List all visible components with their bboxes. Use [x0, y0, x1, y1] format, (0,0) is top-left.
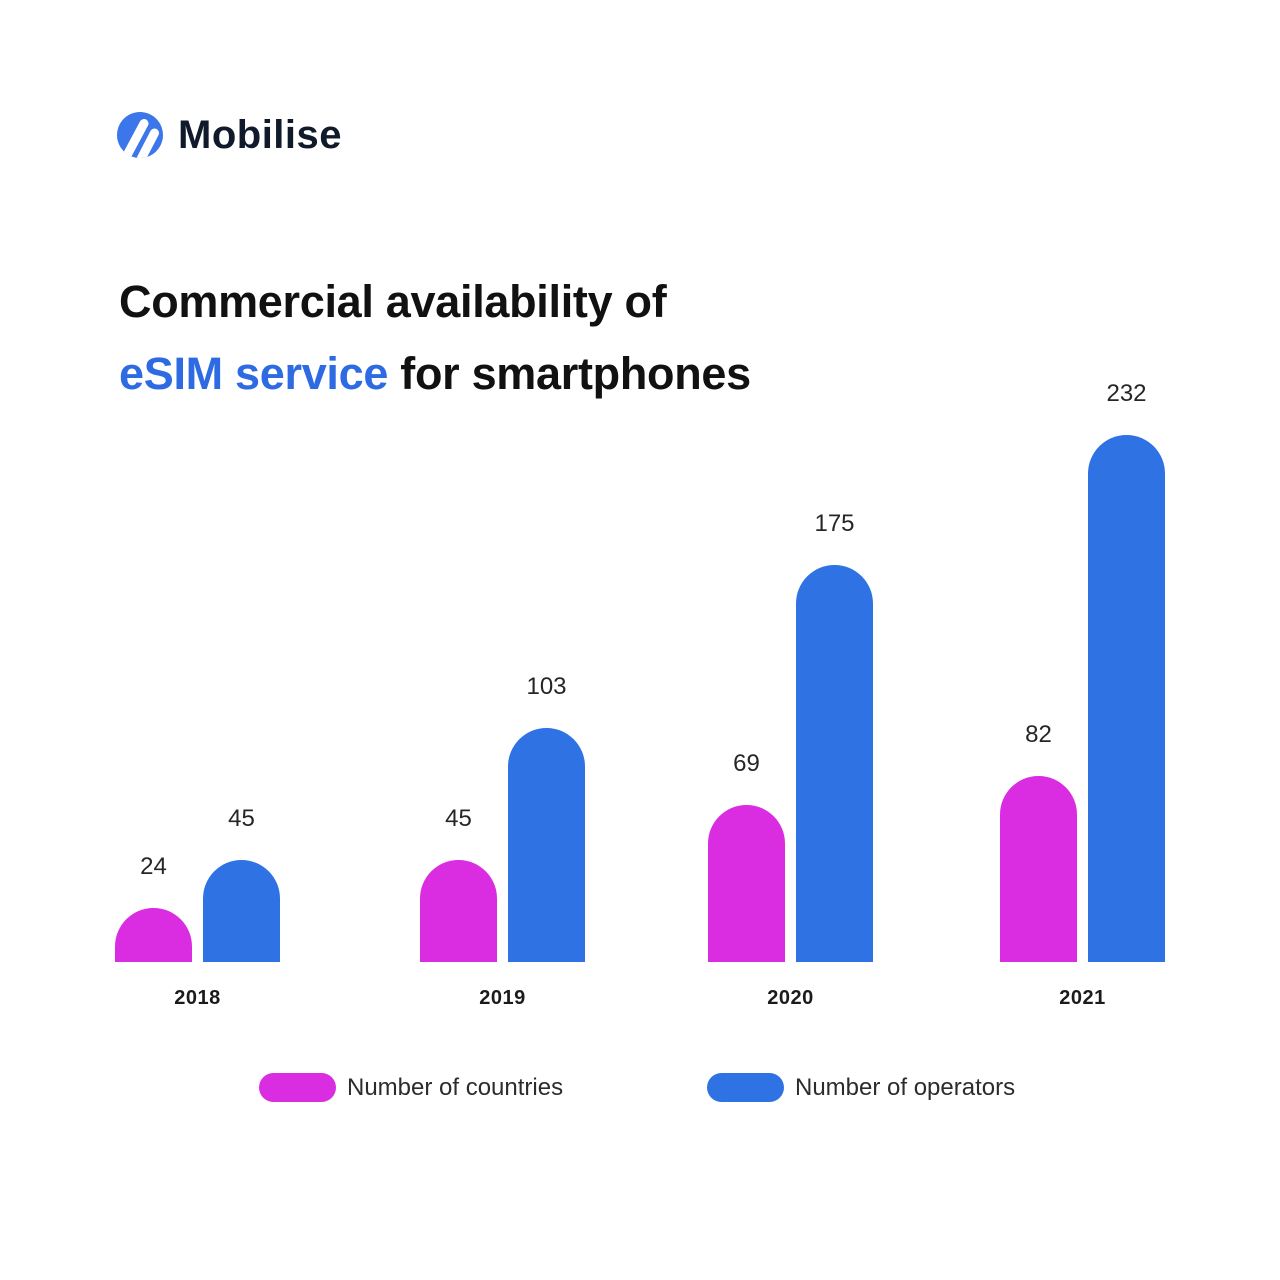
value-label-operators-2018: 45	[228, 804, 255, 832]
bar-countries-2018	[115, 907, 192, 962]
value-label-countries-2019: 45	[445, 804, 472, 832]
chart-title-line1: Commercial availability of	[119, 276, 667, 327]
legend-label-countries: Number of countries	[347, 1073, 564, 1101]
legend-label-operators: Number of operators	[795, 1073, 1016, 1101]
legend-item-countries: Number of countries	[259, 1073, 563, 1102]
chart-title-line2: eSIM service for smartphones	[119, 338, 1019, 410]
x-axis-label-2020: 2020	[767, 987, 814, 1009]
bar-operators-2021	[1088, 435, 1165, 962]
value-label-operators-2021: 232	[1106, 380, 1147, 408]
bar-operators-2020	[796, 564, 873, 962]
x-axis-label-2019: 2019	[479, 987, 526, 1009]
chart-title-accent: eSIM service	[119, 348, 389, 399]
legend-swatch-countries	[259, 1073, 336, 1102]
brand-header: Mobilise	[117, 112, 342, 158]
legend-swatch-operators	[707, 1073, 784, 1102]
value-label-operators-2019: 103	[526, 673, 567, 701]
x-axis-label-2021: 2021	[1059, 987, 1106, 1009]
mobilise-logo-icon	[117, 112, 163, 158]
bar-countries-2020	[708, 805, 785, 962]
value-label-operators-2020: 175	[814, 509, 855, 537]
chart-title-line2-rest: for smartphones	[388, 348, 751, 399]
x-axis-label-2018: 2018	[174, 987, 221, 1009]
bar-operators-2018	[203, 859, 280, 962]
value-label-countries-2021: 82	[1025, 720, 1052, 748]
bar-countries-2019	[420, 859, 497, 962]
value-label-countries-2018: 24	[140, 852, 167, 880]
legend-item-operators: Number of operators	[707, 1073, 1015, 1102]
bar-countries-2021	[1000, 775, 1077, 962]
brand-name: Mobilise	[178, 112, 343, 157]
value-label-countries-2020: 69	[733, 750, 760, 778]
bar-operators-2019	[508, 728, 585, 962]
chart-title: Commercial availability of eSIM service …	[119, 266, 1019, 410]
